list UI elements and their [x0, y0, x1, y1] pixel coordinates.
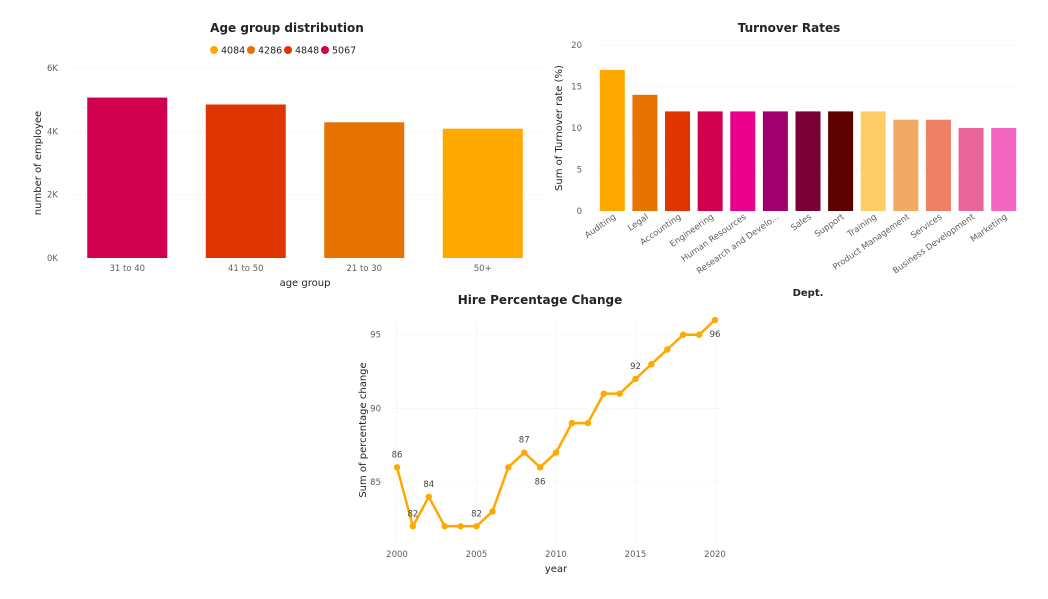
bar[interactable] [324, 122, 405, 258]
x-tick-label: 50+ [474, 264, 492, 274]
legend-marker [284, 46, 292, 54]
bar[interactable] [205, 104, 286, 258]
y-tick-label: 10 [571, 124, 582, 134]
y-axis-title: Sum of Turnover rate (%) [554, 65, 565, 191]
bar[interactable] [925, 119, 951, 211]
data-point[interactable] [600, 390, 607, 397]
data-point[interactable] [505, 464, 512, 471]
bar[interactable] [762, 111, 788, 211]
x-tick-label: 41 to 50 [228, 264, 264, 274]
y-tick-label: 2K [47, 191, 58, 201]
x-tick-label: 2000 [386, 550, 408, 560]
data-point[interactable] [568, 419, 576, 427]
bar[interactable] [893, 119, 919, 211]
data-point[interactable] [695, 331, 703, 338]
data-point[interactable] [441, 523, 448, 530]
bar[interactable] [730, 111, 756, 211]
y-tick-label: 20 [571, 41, 582, 51]
y-tick-label: 5 [577, 166, 582, 176]
data-point[interactable] [521, 449, 528, 456]
x-axis-title: Dept. [793, 288, 824, 299]
legend-label: 4084 [221, 46, 245, 57]
data-point[interactable] [552, 449, 560, 456]
bar[interactable] [442, 128, 523, 258]
data-label: 96 [710, 330, 721, 340]
bar[interactable] [958, 128, 984, 211]
x-tick-label: 2005 [466, 550, 488, 560]
x-tick-label: 2010 [545, 550, 567, 560]
x-tick-label: 2020 [704, 550, 726, 560]
y-tick-label: 95 [370, 331, 381, 341]
legend-marker [247, 46, 255, 54]
x-tick-label: 21 to 30 [346, 264, 382, 274]
bar[interactable] [860, 111, 886, 211]
bar[interactable] [632, 94, 658, 211]
y-tick-label: 6K [47, 64, 58, 74]
y-tick-label: 90 [370, 404, 381, 414]
data-point[interactable] [711, 316, 719, 324]
chart-title: Hire Percentage Change [458, 293, 623, 307]
y-tick-label: 15 [571, 83, 582, 93]
chart-title: Turnover Rates [738, 21, 841, 35]
legend-marker [321, 46, 329, 54]
bar[interactable] [665, 111, 691, 211]
legend-label: 5067 [332, 46, 356, 57]
x-tick-label: 2015 [625, 550, 647, 560]
data-point[interactable] [425, 493, 432, 500]
chart-title: Age group distribution [210, 21, 364, 35]
bar[interactable] [87, 97, 168, 258]
x-tick-label: Sales [789, 212, 814, 233]
data-point[interactable] [632, 375, 639, 383]
bar[interactable] [795, 111, 821, 211]
y-tick-label: 85 [370, 478, 381, 488]
data-point[interactable] [680, 331, 687, 338]
bar[interactable] [599, 69, 625, 212]
data-label: 84 [423, 480, 434, 490]
x-axis-title: age group [280, 278, 331, 289]
bar[interactable] [697, 111, 723, 211]
data-label: 82 [471, 509, 482, 519]
bar[interactable] [991, 128, 1017, 211]
legend-label: 4848 [295, 46, 319, 57]
bar[interactable] [828, 111, 854, 211]
data-label: 86 [392, 450, 403, 460]
x-tick-label: Legal [626, 212, 650, 233]
data-point[interactable] [648, 361, 655, 368]
x-tick-label: Marketing [969, 212, 1009, 244]
y-axis-title: Sum of percentage change [358, 362, 369, 497]
age-group-chart: Age group distribution 4084 4286 4848 5067 0K… [33, 21, 542, 289]
data-point[interactable] [457, 523, 464, 530]
legend-label: 4286 [258, 46, 282, 57]
y-tick-label: 0K [47, 254, 58, 264]
data-point[interactable] [664, 346, 671, 353]
data-point[interactable] [616, 390, 623, 397]
hire-change-chart: Hire Percentage Change 85 90 95 2000 2005 2010… [358, 293, 726, 575]
data-point[interactable] [409, 523, 417, 530]
data-label: 86 [535, 477, 546, 487]
x-tick-label: Auditing [583, 212, 618, 241]
y-axis-title: number of employee [33, 111, 44, 215]
y-tick-label: 0 [577, 207, 582, 217]
data-point[interactable] [473, 523, 480, 530]
data-point[interactable] [584, 419, 591, 427]
x-axis-title: year [545, 564, 568, 575]
data-point[interactable] [393, 464, 401, 471]
y-tick-label: 4K [47, 127, 58, 137]
data-point[interactable] [536, 464, 544, 471]
data-label: 92 [630, 362, 641, 372]
x-tick-label: Support [813, 212, 847, 240]
data-label: 87 [519, 436, 530, 446]
x-tick-label: 31 to 40 [109, 264, 145, 274]
legend-marker [210, 46, 218, 54]
data-label: 82 [407, 509, 418, 519]
data-point[interactable] [489, 508, 496, 515]
